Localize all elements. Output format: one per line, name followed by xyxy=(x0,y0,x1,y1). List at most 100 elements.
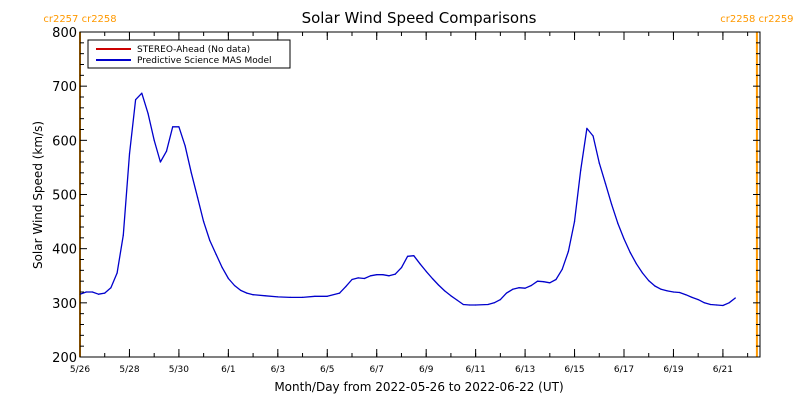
data-point xyxy=(388,275,390,277)
x-axis-label: Month/Day from 2022-05-26 to 2022-06-22 … xyxy=(274,380,563,394)
data-point xyxy=(116,272,118,274)
y-tick-label: 300 xyxy=(52,297,77,312)
data-point xyxy=(536,280,539,282)
data-point xyxy=(641,272,644,274)
data-point xyxy=(252,294,254,296)
x-tick-label: 6/13 xyxy=(515,365,535,375)
data-point xyxy=(190,172,192,174)
data-point xyxy=(240,289,242,291)
x-tick-label: 5/28 xyxy=(119,365,139,375)
data-point xyxy=(289,296,291,298)
data-point xyxy=(221,267,223,269)
y-tick-label: 600 xyxy=(52,134,77,149)
data-point xyxy=(209,239,211,242)
data-point xyxy=(159,161,161,163)
x-tick-label: 6/17 xyxy=(614,365,634,375)
data-point xyxy=(530,284,532,287)
data-point xyxy=(345,286,347,288)
data-point xyxy=(227,277,229,280)
data-point xyxy=(672,291,675,293)
x-tick-label: 6/5 xyxy=(320,365,334,375)
data-point xyxy=(425,270,427,272)
data-point xyxy=(716,304,718,306)
data-point xyxy=(153,139,155,141)
rotation-marker-label: cr2258 cr2259 xyxy=(720,14,793,25)
y-axis-label: Solar Wind Speed (km/s) xyxy=(31,121,45,269)
plot-frame xyxy=(79,31,761,358)
data-point xyxy=(555,278,557,281)
y-tick-label: 400 xyxy=(52,243,77,258)
data-point xyxy=(493,302,495,304)
data-point xyxy=(264,295,267,297)
data-point xyxy=(400,267,403,269)
data-point xyxy=(703,302,706,304)
data-point xyxy=(165,150,168,152)
data-point xyxy=(91,291,93,293)
data-point xyxy=(382,274,384,276)
data-point xyxy=(369,275,372,277)
data-point xyxy=(357,277,359,279)
data-point xyxy=(351,278,353,281)
data-point xyxy=(178,126,180,128)
data-point xyxy=(580,169,582,171)
data-point xyxy=(407,255,409,257)
data-point xyxy=(203,221,205,223)
data-point xyxy=(567,250,570,252)
data-point xyxy=(419,263,421,265)
data-point xyxy=(141,92,143,94)
chart-title: Solar Wind Speed Comparisons xyxy=(302,9,537,27)
data-point xyxy=(363,277,365,280)
data-point xyxy=(147,112,149,114)
x-tick-label: 6/7 xyxy=(369,365,383,375)
data-point xyxy=(728,302,730,304)
data-point xyxy=(691,296,693,298)
data-point xyxy=(512,288,514,290)
data-point xyxy=(586,127,588,129)
data-point xyxy=(184,145,186,147)
data-point xyxy=(623,238,625,240)
data-point xyxy=(110,287,112,289)
data-point xyxy=(97,293,100,295)
data-point xyxy=(518,287,520,289)
data-point xyxy=(543,281,545,283)
data-point xyxy=(709,303,712,306)
data-point xyxy=(246,292,248,294)
data-point xyxy=(573,221,576,223)
data-point xyxy=(679,291,681,294)
data-point xyxy=(431,277,433,280)
data-point xyxy=(314,295,316,297)
y-tick-label: 700 xyxy=(52,80,77,95)
data-point xyxy=(301,296,304,298)
legend-label-stereo: STEREO-Ahead (No data) xyxy=(137,45,250,55)
data-point xyxy=(413,255,415,257)
data-point xyxy=(598,162,600,164)
data-point xyxy=(604,183,607,185)
data-point xyxy=(128,153,131,155)
data-point xyxy=(592,135,594,137)
data-point xyxy=(233,284,236,287)
x-tick-label: 6/21 xyxy=(713,365,733,375)
data-point xyxy=(326,295,328,297)
y-tick-label: 500 xyxy=(52,189,77,204)
data-point xyxy=(635,263,638,265)
data-point xyxy=(339,292,341,294)
data-point xyxy=(85,291,87,293)
data-point xyxy=(122,234,124,236)
data-point xyxy=(456,299,458,301)
data-point xyxy=(104,292,106,294)
data-point xyxy=(394,273,396,275)
y-tick-label: 800 xyxy=(52,26,77,41)
data-point xyxy=(617,222,619,224)
legend-box xyxy=(87,39,291,69)
data-point xyxy=(697,299,699,301)
data-point xyxy=(475,304,477,306)
series-line-mas-model xyxy=(79,92,736,307)
data-point xyxy=(685,294,687,296)
x-tick-label: 6/15 xyxy=(564,365,584,375)
legend-label-mas: Predictive Science MAS Model xyxy=(137,56,272,66)
x-tick-label: 5/26 xyxy=(70,365,90,375)
data-point xyxy=(611,203,613,205)
y-tick-label: 200 xyxy=(52,351,77,366)
data-point xyxy=(376,274,378,276)
data-point xyxy=(549,282,551,284)
